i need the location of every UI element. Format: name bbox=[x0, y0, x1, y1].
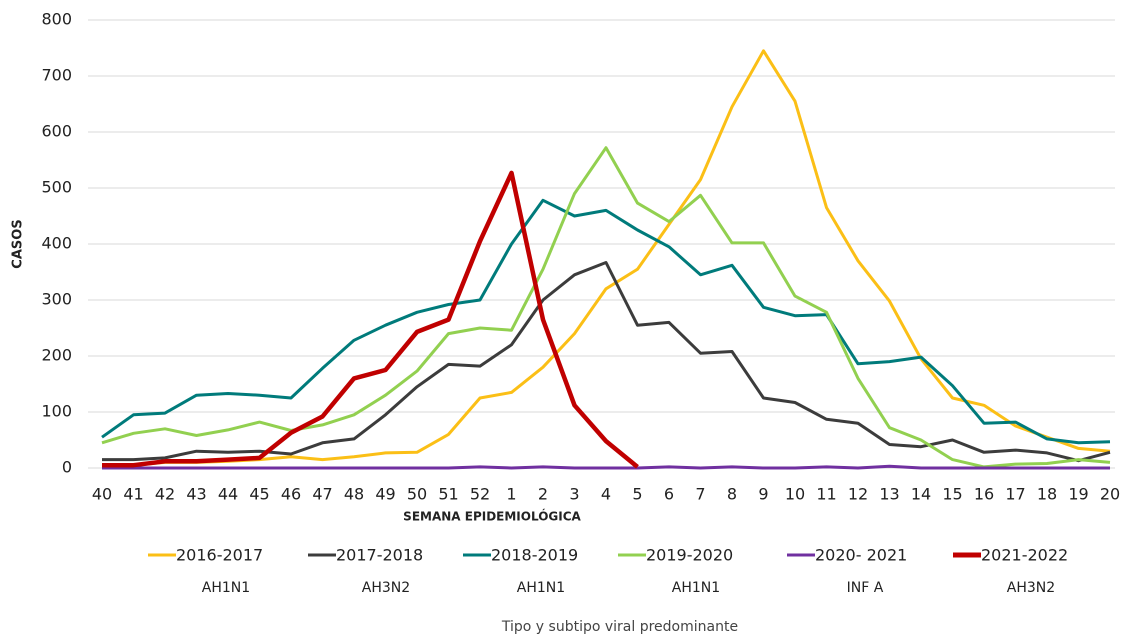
subtype-title: Tipo y subtipo viral predominante bbox=[501, 619, 738, 635]
y-tick-label: 200 bbox=[41, 346, 72, 365]
x-axis-label: SEMANA EPIDEMIOLÓGICA bbox=[403, 509, 581, 524]
series-line bbox=[101, 146, 1111, 469]
y-tick-label: 400 bbox=[41, 234, 72, 253]
x-tick-label: 10 bbox=[785, 485, 805, 504]
series-line bbox=[102, 49, 1111, 467]
legend-label: 2016-2017 bbox=[176, 546, 263, 565]
x-tick-label: 45 bbox=[249, 485, 269, 504]
x-tick-label: 47 bbox=[312, 485, 332, 504]
x-tick-label: 16 bbox=[974, 485, 994, 504]
subtype-label: AH3N2 bbox=[362, 580, 410, 596]
x-tick-label: 12 bbox=[848, 485, 868, 504]
x-tick-label: 6 bbox=[664, 485, 674, 504]
x-tick-label: 9 bbox=[758, 485, 768, 504]
subtype-label: AH1N1 bbox=[672, 580, 720, 596]
x-tick-label: 5 bbox=[632, 485, 642, 504]
x-tick-label: 11 bbox=[816, 485, 836, 504]
subtype-label: INF A bbox=[847, 580, 884, 596]
x-tick-label: 46 bbox=[281, 485, 301, 504]
series-line bbox=[102, 464, 1110, 470]
x-tick-label: 44 bbox=[218, 485, 238, 504]
x-tick-label: 42 bbox=[155, 485, 175, 504]
x-tick-label: 49 bbox=[375, 485, 395, 504]
series-line bbox=[102, 170, 639, 469]
x-tick-label: 1 bbox=[506, 485, 516, 504]
x-tick-label: 20 bbox=[1100, 485, 1120, 504]
x-tick-label: 13 bbox=[879, 485, 899, 504]
y-tick-label: 300 bbox=[41, 290, 72, 309]
y-axis-label: CASOS bbox=[11, 219, 26, 268]
x-tick-label: 43 bbox=[186, 485, 206, 504]
legend-label: 2020- 2021 bbox=[815, 546, 907, 565]
x-tick-label: 41 bbox=[123, 485, 143, 504]
y-tick-label: 500 bbox=[41, 178, 72, 197]
y-tick-label: 700 bbox=[41, 66, 72, 85]
x-tick-label: 48 bbox=[344, 485, 364, 504]
x-tick-label: 40 bbox=[92, 485, 112, 504]
x-tick-label: 52 bbox=[470, 485, 490, 504]
legend-label: 2018-2019 bbox=[491, 546, 578, 565]
series-line bbox=[102, 261, 1111, 463]
x-tick-label: 15 bbox=[942, 485, 962, 504]
legend-label: 2017-2018 bbox=[336, 546, 423, 565]
x-tick-label: 14 bbox=[911, 485, 931, 504]
y-tick-label: 0 bbox=[62, 458, 72, 477]
subtype-label: AH1N1 bbox=[517, 580, 565, 596]
x-tick-label: 50 bbox=[407, 485, 427, 504]
x-tick-label: 18 bbox=[1037, 485, 1057, 504]
x-tick-label: 51 bbox=[438, 485, 458, 504]
x-tick-label: 3 bbox=[569, 485, 579, 504]
y-tick-label: 600 bbox=[41, 122, 72, 141]
x-tick-label: 19 bbox=[1068, 485, 1088, 504]
y-tick-label: 100 bbox=[41, 402, 72, 421]
x-tick-label: 8 bbox=[727, 485, 737, 504]
subtype-label: AH3N2 bbox=[1007, 580, 1055, 596]
legend-label: 2021-2022 bbox=[981, 546, 1068, 565]
x-tick-label: 17 bbox=[1005, 485, 1025, 504]
x-tick-label: 7 bbox=[695, 485, 705, 504]
legend-label: 2019-2020 bbox=[646, 546, 733, 565]
y-tick-label: 800 bbox=[41, 10, 72, 29]
subtype-label: AH1N1 bbox=[202, 580, 250, 596]
x-tick-label: 2 bbox=[538, 485, 548, 504]
x-tick-label: 4 bbox=[601, 485, 611, 504]
series-line bbox=[101, 198, 1111, 445]
